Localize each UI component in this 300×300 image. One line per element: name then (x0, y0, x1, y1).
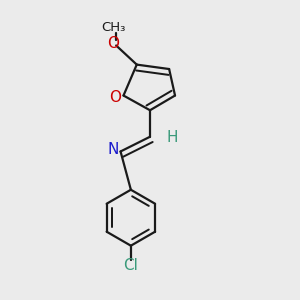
Text: O: O (107, 36, 119, 51)
Text: O: O (109, 90, 121, 105)
Text: H: H (166, 130, 178, 145)
Text: Cl: Cl (123, 258, 138, 273)
Text: N: N (107, 142, 119, 158)
Text: CH₃: CH₃ (102, 21, 126, 34)
